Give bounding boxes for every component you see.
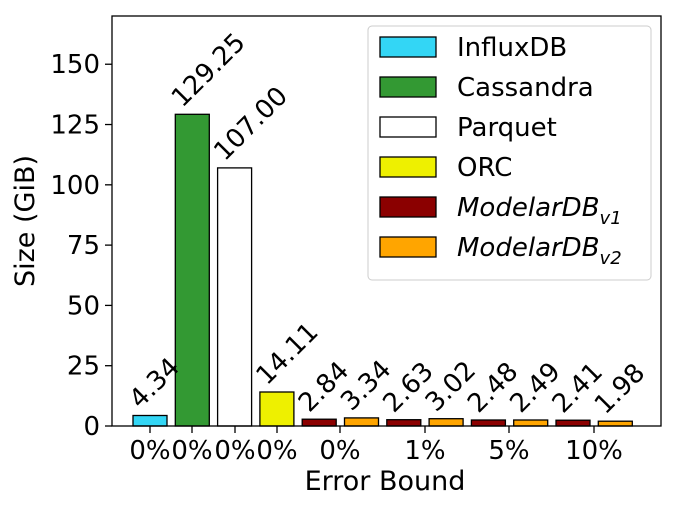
- legend-label-6: ModelarDBv2: [457, 233, 622, 269]
- legend-swatch-1: [379, 36, 437, 58]
- y-tick-label: 100: [50, 171, 100, 201]
- bar-10: [513, 419, 549, 427]
- y-tick-label: 25: [67, 352, 100, 382]
- legend-swatch-6: [379, 236, 437, 258]
- y-tick-label: 0: [83, 412, 100, 442]
- y-tick-label: 150: [50, 50, 100, 80]
- bar-11: [555, 419, 591, 427]
- x-tick-label: 0%: [256, 436, 297, 466]
- legend-label-4: ORC: [457, 153, 512, 183]
- x-tick-label: 5%: [488, 436, 529, 466]
- x-tick-label: 0%: [129, 436, 170, 466]
- bar-2: [174, 113, 210, 427]
- legend-label-2: Cassandra: [457, 73, 594, 103]
- legend-swatch-2: [379, 76, 437, 98]
- legend-label-3: Parquet: [457, 113, 557, 143]
- bar-value-label-2: 129.25: [166, 28, 252, 114]
- x-tick-label: 0%: [319, 436, 360, 466]
- bar-7: [386, 419, 422, 427]
- bar-8: [428, 418, 464, 427]
- y-axis-label: Size (GiB): [10, 155, 41, 287]
- bar-12: [597, 420, 633, 427]
- bar-3: [216, 167, 253, 427]
- y-axis: 0 25 50 75 100 125 150: [50, 50, 112, 442]
- legend: InfluxDB Cassandra Parquet ORC ModelarDBv1 Mo…: [367, 25, 652, 281]
- legend-frame: [367, 25, 652, 281]
- bar-9: [470, 419, 507, 427]
- x-tick-label: 0%: [171, 436, 212, 466]
- plot-frame: [111, 15, 662, 427]
- bar-6: [343, 417, 380, 427]
- bar-4: [259, 391, 295, 427]
- bar-value-label-3: 107.00: [208, 81, 294, 167]
- y-tick-label: 50: [67, 291, 100, 321]
- y-tick-label: 125: [50, 111, 100, 141]
- legend-label-5: ModelarDBv1: [457, 193, 622, 229]
- legend-swatch-4: [379, 156, 437, 178]
- y-tick-label: 75: [67, 231, 100, 261]
- x-tick-label: 10%: [565, 436, 623, 466]
- legend-swatch-3: [379, 116, 437, 138]
- bar-5: [301, 418, 337, 427]
- x-tick-label: 0%: [214, 436, 255, 466]
- legend-swatch-5: [379, 196, 437, 218]
- bar-1: [132, 414, 168, 427]
- x-tick-label: 1%: [404, 436, 445, 466]
- bar-value-label-12: 1.98: [589, 358, 651, 420]
- legend-label-1: InfluxDB: [457, 33, 567, 63]
- x-axis-label: Error Bound: [305, 466, 466, 497]
- x-axis: 0% 0% 0% 0% 0% 1% 5% 10%: [129, 426, 623, 466]
